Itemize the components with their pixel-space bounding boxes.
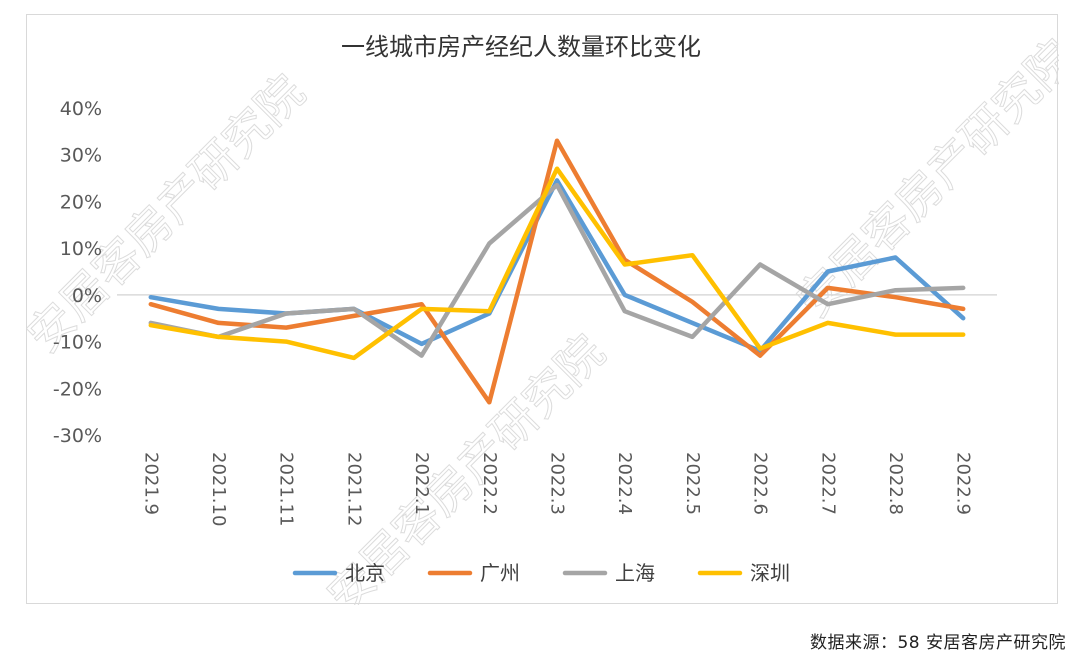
chart-frame: 一线城市房产经纪人数量环比变化 安居客房产研究院 安居客房产研究院 安居客房产研究院… (26, 14, 1059, 605)
x-tick-label: 2022.3 (547, 452, 568, 515)
series-layer (148, 138, 966, 405)
y-tick-label: -10% (53, 332, 102, 354)
legend-label: 北京 (345, 561, 385, 585)
x-tick-label: 2022.6 (750, 452, 771, 515)
y-tick-label: -30% (53, 425, 102, 447)
y-tick-label: 20% (60, 191, 102, 213)
x-tick-label: 2022.1 (411, 452, 432, 515)
series-line-深圳 (148, 166, 966, 361)
y-tick-label: 30% (60, 145, 102, 167)
chart-svg: 一线城市房产经纪人数量环比变化 安居客房产研究院安居客房产研究院安居客房产研究院… (27, 29, 1059, 605)
legend-label: 上海 (615, 561, 655, 585)
legend-label: 深圳 (750, 561, 790, 585)
x-tick-label: 2022.9 (953, 452, 974, 515)
x-tick-label: 2022.4 (614, 452, 635, 515)
y-tick-label: -20% (53, 378, 102, 400)
legend-label: 广州 (480, 561, 520, 585)
x-tick-label: 2021.9 (140, 452, 161, 515)
x-tick-label: 2022.2 (479, 452, 500, 515)
y-tick-label: 40% (60, 98, 102, 120)
y-tick-label: 10% (60, 238, 102, 260)
chart-title: 一线城市房产经纪人数量环比变化 (341, 33, 701, 61)
legend: 北京 广州 上海 深圳 (292, 561, 790, 585)
x-tick-label: 2021.10 (208, 452, 229, 526)
series-line-上海 (148, 182, 966, 358)
source-note: 数据来源：58 安居客房产研究院 (809, 633, 1066, 653)
x-tick-label: 2021.11 (276, 452, 297, 526)
axes-layer: 40% 30% 20% 10% 0% -10% -20% -30% 2021.9 2021.10 2… (53, 98, 997, 526)
x-tick-label: 2022.8 (885, 452, 906, 515)
x-tick-label: 2022.7 (817, 452, 838, 515)
y-tick-label: 0% (72, 285, 102, 307)
x-tick-label: 2022.5 (682, 452, 703, 515)
x-tick-label: 2021.12 (343, 452, 364, 526)
series-line-广州 (148, 138, 966, 405)
